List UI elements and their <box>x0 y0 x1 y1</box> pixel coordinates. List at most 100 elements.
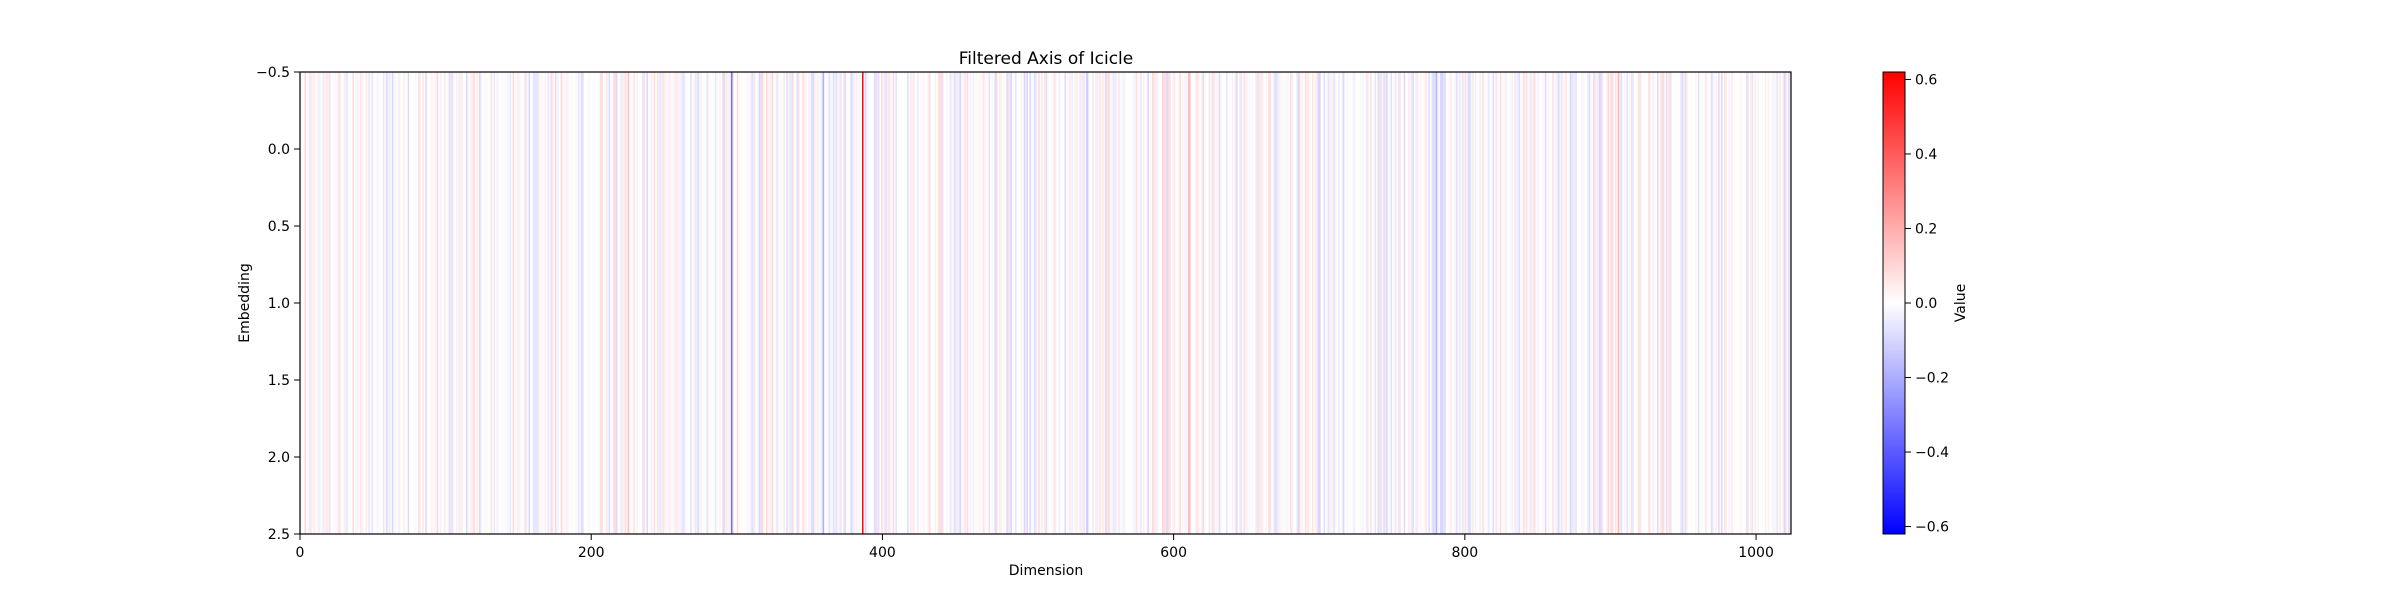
heatmap-column <box>1725 72 1728 534</box>
heatmap-column <box>1330 72 1333 534</box>
heatmap-column <box>1424 72 1426 534</box>
heatmap-column <box>1214 72 1217 534</box>
heatmap-column <box>1039 72 1042 534</box>
y-tick-label: 0.5 <box>268 219 290 235</box>
heatmap-column <box>653 72 656 534</box>
heatmap-column <box>1199 72 1202 534</box>
heatmap-column <box>876 72 879 534</box>
heatmap-column <box>969 72 972 534</box>
heatmap-column <box>793 72 796 534</box>
heatmap-column <box>1451 72 1454 534</box>
heatmap-column <box>848 72 851 534</box>
heatmap-column <box>1062 72 1065 534</box>
heatmap-column <box>503 72 506 534</box>
heatmap-column <box>1438 72 1441 534</box>
heatmap-column <box>423 72 426 534</box>
heatmap-column <box>1361 72 1364 534</box>
heatmap-column <box>1087 72 1090 534</box>
heatmap-column <box>642 72 645 534</box>
heatmap-column <box>1642 72 1645 534</box>
heatmap-column <box>1250 72 1253 534</box>
heatmap-column <box>474 72 477 534</box>
heatmap-column <box>1728 72 1731 534</box>
heatmap-column <box>1687 72 1690 534</box>
heatmap-column <box>1576 72 1579 534</box>
heatmap-column <box>617 72 620 534</box>
heatmap-column <box>1598 72 1601 534</box>
heatmap-column <box>1327 72 1330 534</box>
heatmap-column <box>454 72 457 534</box>
heatmap-column <box>808 72 811 534</box>
heatmap-column <box>652 72 655 534</box>
heatmap-column <box>1721 72 1723 534</box>
heatmap-column <box>760 72 762 534</box>
heatmap-column <box>1507 72 1509 534</box>
heatmap-column <box>301 72 304 534</box>
heatmap-column <box>477 72 480 534</box>
heatmap-column <box>824 72 827 534</box>
heatmap-column <box>1440 72 1442 534</box>
heatmap-column <box>1218 72 1221 534</box>
heatmap-column <box>618 72 621 534</box>
heatmap-column <box>1093 72 1096 534</box>
y-tick-label: −0.5 <box>256 65 290 81</box>
heatmap-column <box>629 72 631 534</box>
heatmap-column <box>963 72 966 534</box>
heatmap-column <box>381 72 384 534</box>
heatmap-column <box>361 72 364 534</box>
heatmap-column <box>468 72 471 534</box>
heatmap-column <box>1546 72 1549 534</box>
heatmap-column <box>365 72 368 534</box>
heatmap-column <box>304 72 307 534</box>
heatmap-column <box>1249 72 1252 534</box>
heatmap-column <box>1450 72 1453 534</box>
heatmap-column <box>1013 72 1016 534</box>
heatmap-column <box>1581 72 1584 534</box>
heatmap-column <box>816 72 819 534</box>
heatmap-column <box>1105 72 1108 534</box>
heatmap-column <box>687 72 690 534</box>
heatmap-column <box>1247 72 1250 534</box>
heatmap-column <box>968 72 971 534</box>
heatmap-column <box>1611 72 1614 534</box>
heatmap-column <box>1683 72 1686 534</box>
heatmap-column <box>875 72 877 534</box>
heatmap-column <box>1100 72 1103 534</box>
heatmap-column <box>560 72 563 534</box>
heatmap-column <box>1089 72 1092 534</box>
heatmap-column <box>1710 72 1713 534</box>
heatmap-column <box>1754 72 1757 534</box>
heatmap-column <box>752 72 755 534</box>
heatmap-column <box>902 72 905 534</box>
heatmap-column <box>1025 72 1027 534</box>
heatmap-column <box>1706 72 1709 534</box>
heatmap-column <box>722 72 725 534</box>
heatmap-column <box>1067 72 1070 534</box>
heatmap-column <box>1715 72 1718 534</box>
heatmap-column <box>1032 72 1035 534</box>
heatmap-column <box>1517 72 1520 534</box>
heatmap-column <box>1734 72 1737 534</box>
heatmap-column <box>1579 72 1582 534</box>
heatmap-column <box>822 72 825 534</box>
heatmap-column <box>1244 72 1247 534</box>
heatmap-column <box>1608 72 1611 534</box>
heatmap-column <box>1183 72 1186 534</box>
heatmap-column <box>994 72 997 534</box>
heatmap-column <box>1304 72 1307 534</box>
heatmap-column <box>1625 72 1627 534</box>
heatmap-column <box>1413 72 1416 534</box>
heatmap-column <box>1294 72 1297 534</box>
heatmap-column <box>840 72 843 534</box>
heatmap-column <box>359 72 362 534</box>
heatmap-column <box>1582 72 1585 534</box>
heatmap-column <box>623 72 626 534</box>
heatmap-column <box>886 72 889 534</box>
heatmap-column <box>1726 72 1729 534</box>
heatmap-column <box>821 72 824 534</box>
heatmap-column <box>476 72 479 534</box>
heatmap-column <box>1157 72 1160 534</box>
heatmap-column <box>1134 72 1137 534</box>
heatmap-column <box>320 72 323 534</box>
heatmap-column <box>1138 72 1141 534</box>
